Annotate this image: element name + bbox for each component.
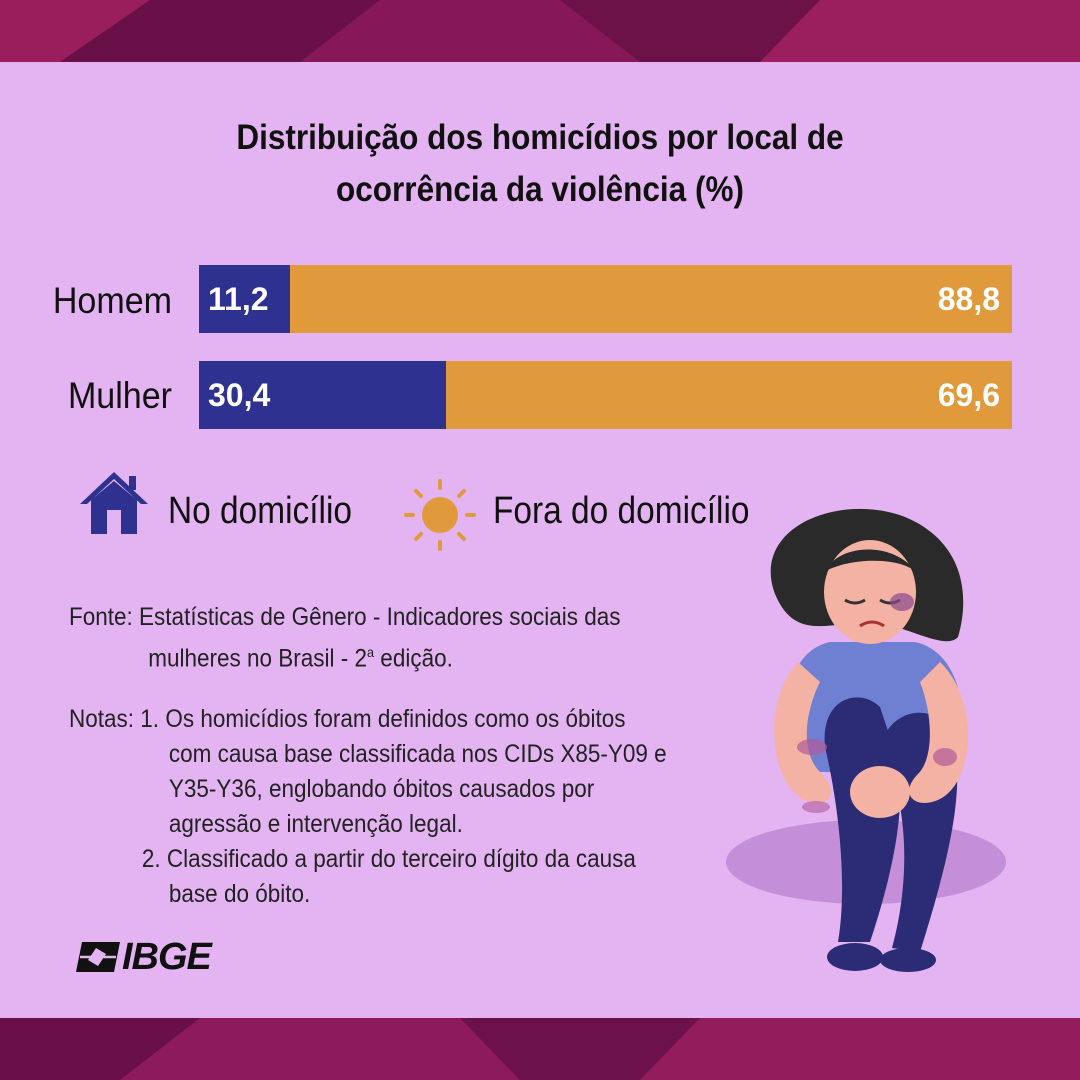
ibge-logo-text: IBGE — [122, 936, 212, 978]
legend-label-fora-domicilio: Fora do domicílio — [493, 490, 750, 532]
top-decorative-band — [0, 0, 1080, 62]
house-icon — [80, 472, 148, 534]
data-label-mulher-fora-domicilio: 69,6 — [937, 377, 1000, 413]
category-label-homem: Homem — [52, 280, 172, 321]
bar-fora-domicilio-homem: 88,8 — [290, 265, 1012, 333]
sad-woman-illustration — [726, 508, 1006, 972]
data-label-homem-fora-domicilio: 88,8 — [937, 281, 1000, 317]
content-panel: Distribuição dos homicídios por local de… — [0, 62, 1080, 1018]
category-label-mulher: Mulher — [67, 375, 172, 416]
ibge-logo-mark — [76, 942, 120, 972]
data-label-mulher-no-domicilio: 30,4 — [208, 377, 271, 413]
sun-icon — [404, 479, 476, 551]
chart-title: Distribuição dos homicídios por local de… — [236, 118, 844, 209]
notes: Notas: 1. Os homicídios foram definidos … — [69, 705, 667, 908]
source-note: Fonte: Estatísticas de Gênero - Indicado… — [69, 603, 621, 673]
bar-fora-domicilio-mulher: 69,6 — [446, 361, 1012, 429]
data-label-homem-no-domicilio: 11,2 — [208, 281, 269, 317]
bar-no-domicilio-mulher: 30,4 — [199, 361, 446, 429]
bottom-decorative-band — [0, 1018, 1080, 1080]
bar-no-domicilio-homem: 11,2 — [199, 265, 290, 333]
ibge-logo: IBGE — [74, 936, 212, 979]
legend-label-no-domicilio: No domicílio — [168, 490, 352, 532]
